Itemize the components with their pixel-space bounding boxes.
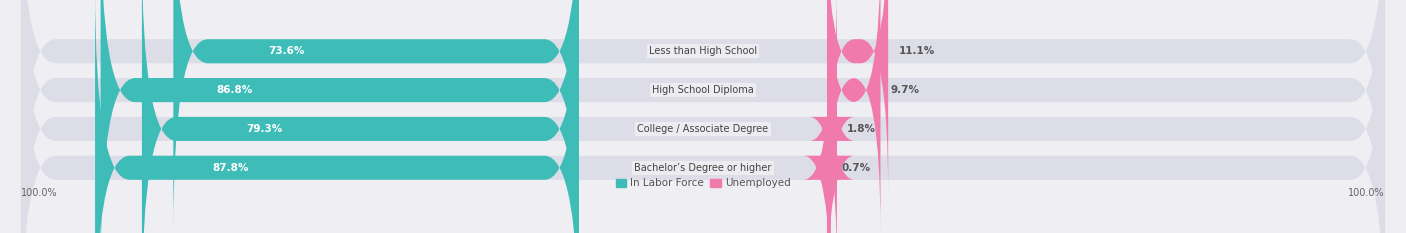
FancyBboxPatch shape	[21, 0, 1385, 233]
Text: 9.7%: 9.7%	[891, 85, 920, 95]
Text: 86.8%: 86.8%	[217, 85, 253, 95]
FancyBboxPatch shape	[827, 0, 880, 233]
Text: 100.0%: 100.0%	[1348, 188, 1385, 198]
Legend: In Labor Force, Unemployed: In Labor Force, Unemployed	[612, 174, 794, 192]
FancyBboxPatch shape	[827, 0, 889, 195]
FancyBboxPatch shape	[21, 0, 1385, 233]
FancyBboxPatch shape	[21, 0, 1385, 233]
FancyBboxPatch shape	[173, 0, 579, 233]
FancyBboxPatch shape	[810, 0, 855, 233]
FancyBboxPatch shape	[142, 0, 579, 233]
Text: 1.8%: 1.8%	[848, 124, 876, 134]
Text: 79.3%: 79.3%	[246, 124, 283, 134]
Text: 11.1%: 11.1%	[898, 46, 935, 56]
Text: 0.7%: 0.7%	[841, 163, 870, 173]
Text: Less than High School: Less than High School	[650, 46, 756, 56]
Text: 73.6%: 73.6%	[269, 46, 305, 56]
FancyBboxPatch shape	[21, 0, 1385, 233]
Text: Bachelor’s Degree or higher: Bachelor’s Degree or higher	[634, 163, 772, 173]
Text: 87.8%: 87.8%	[212, 163, 249, 173]
FancyBboxPatch shape	[96, 0, 579, 233]
Text: 100.0%: 100.0%	[21, 188, 58, 198]
Text: High School Diploma: High School Diploma	[652, 85, 754, 95]
FancyBboxPatch shape	[101, 0, 579, 233]
Text: College / Associate Degree: College / Associate Degree	[637, 124, 769, 134]
FancyBboxPatch shape	[803, 24, 855, 233]
